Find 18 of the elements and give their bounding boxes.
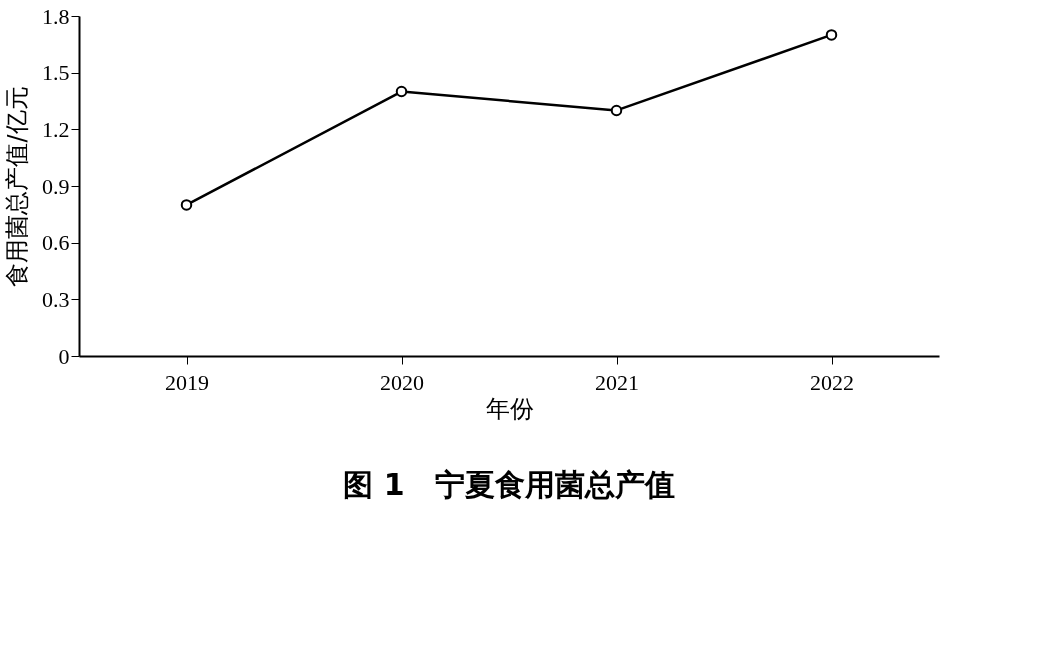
text: 图 1 宁夏食用菌总产值	[343, 467, 675, 502]
x-axis-title: 年份	[485, 394, 534, 423]
point	[610, 104, 623, 117]
y-tick-label: 1.2	[42, 116, 70, 142]
point	[180, 199, 193, 211]
point	[825, 29, 838, 41]
x-tick-label: 2021	[595, 369, 639, 395]
y-tick-label: 0.9	[42, 173, 70, 199]
x-tick-label: 2022	[810, 369, 854, 395]
y-tick-label: 1.8	[42, 3, 70, 29]
x-tick-label: 2020	[380, 369, 424, 395]
y-tick-label: 0.3	[42, 286, 70, 312]
y-tick-label: 1.5	[42, 60, 70, 86]
point	[395, 85, 408, 98]
x-tick-label: 2019	[165, 369, 209, 395]
y-axis-title: 食用菌总产值/亿元	[3, 86, 31, 287]
y-tick-label: 0	[58, 343, 70, 369]
y-tick-label: 0.6	[42, 230, 70, 256]
